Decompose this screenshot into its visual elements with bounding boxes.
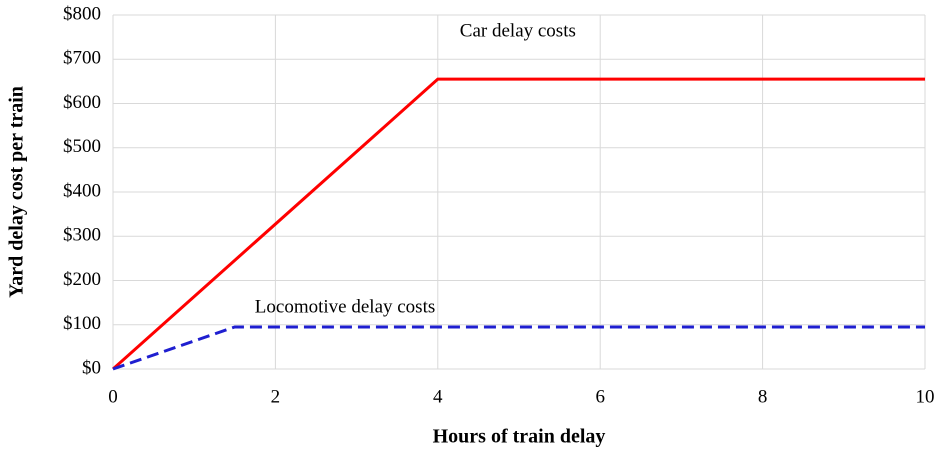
series-line xyxy=(112,325,925,371)
x-tick-label: 0 xyxy=(108,386,118,407)
series-line xyxy=(112,77,925,371)
x-tick-label: 6 xyxy=(595,386,605,407)
x-tick-label: 4 xyxy=(433,386,443,407)
y-tick-label: $400 xyxy=(63,180,101,201)
x-axis-title: Hours of train delay xyxy=(433,426,606,448)
y-tick-label: $0 xyxy=(82,357,101,378)
y-tick-label: $500 xyxy=(63,136,101,157)
y-tick-label: $100 xyxy=(63,313,101,334)
series-label: Car delay costs xyxy=(460,21,576,42)
y-tick-label: $700 xyxy=(63,48,101,69)
y-axis-title: Yard delay cost per train xyxy=(6,86,28,298)
y-tick-label: $300 xyxy=(63,225,101,246)
y-tick-label: $800 xyxy=(63,3,101,24)
x-tick-label: 2 xyxy=(271,386,281,407)
x-tick-label: 8 xyxy=(758,386,768,407)
series-label: Locomotive delay costs xyxy=(255,296,435,317)
y-tick-label: $600 xyxy=(63,92,101,113)
x-tick-label: 10 xyxy=(916,386,935,407)
y-tick-label: $200 xyxy=(63,269,101,290)
